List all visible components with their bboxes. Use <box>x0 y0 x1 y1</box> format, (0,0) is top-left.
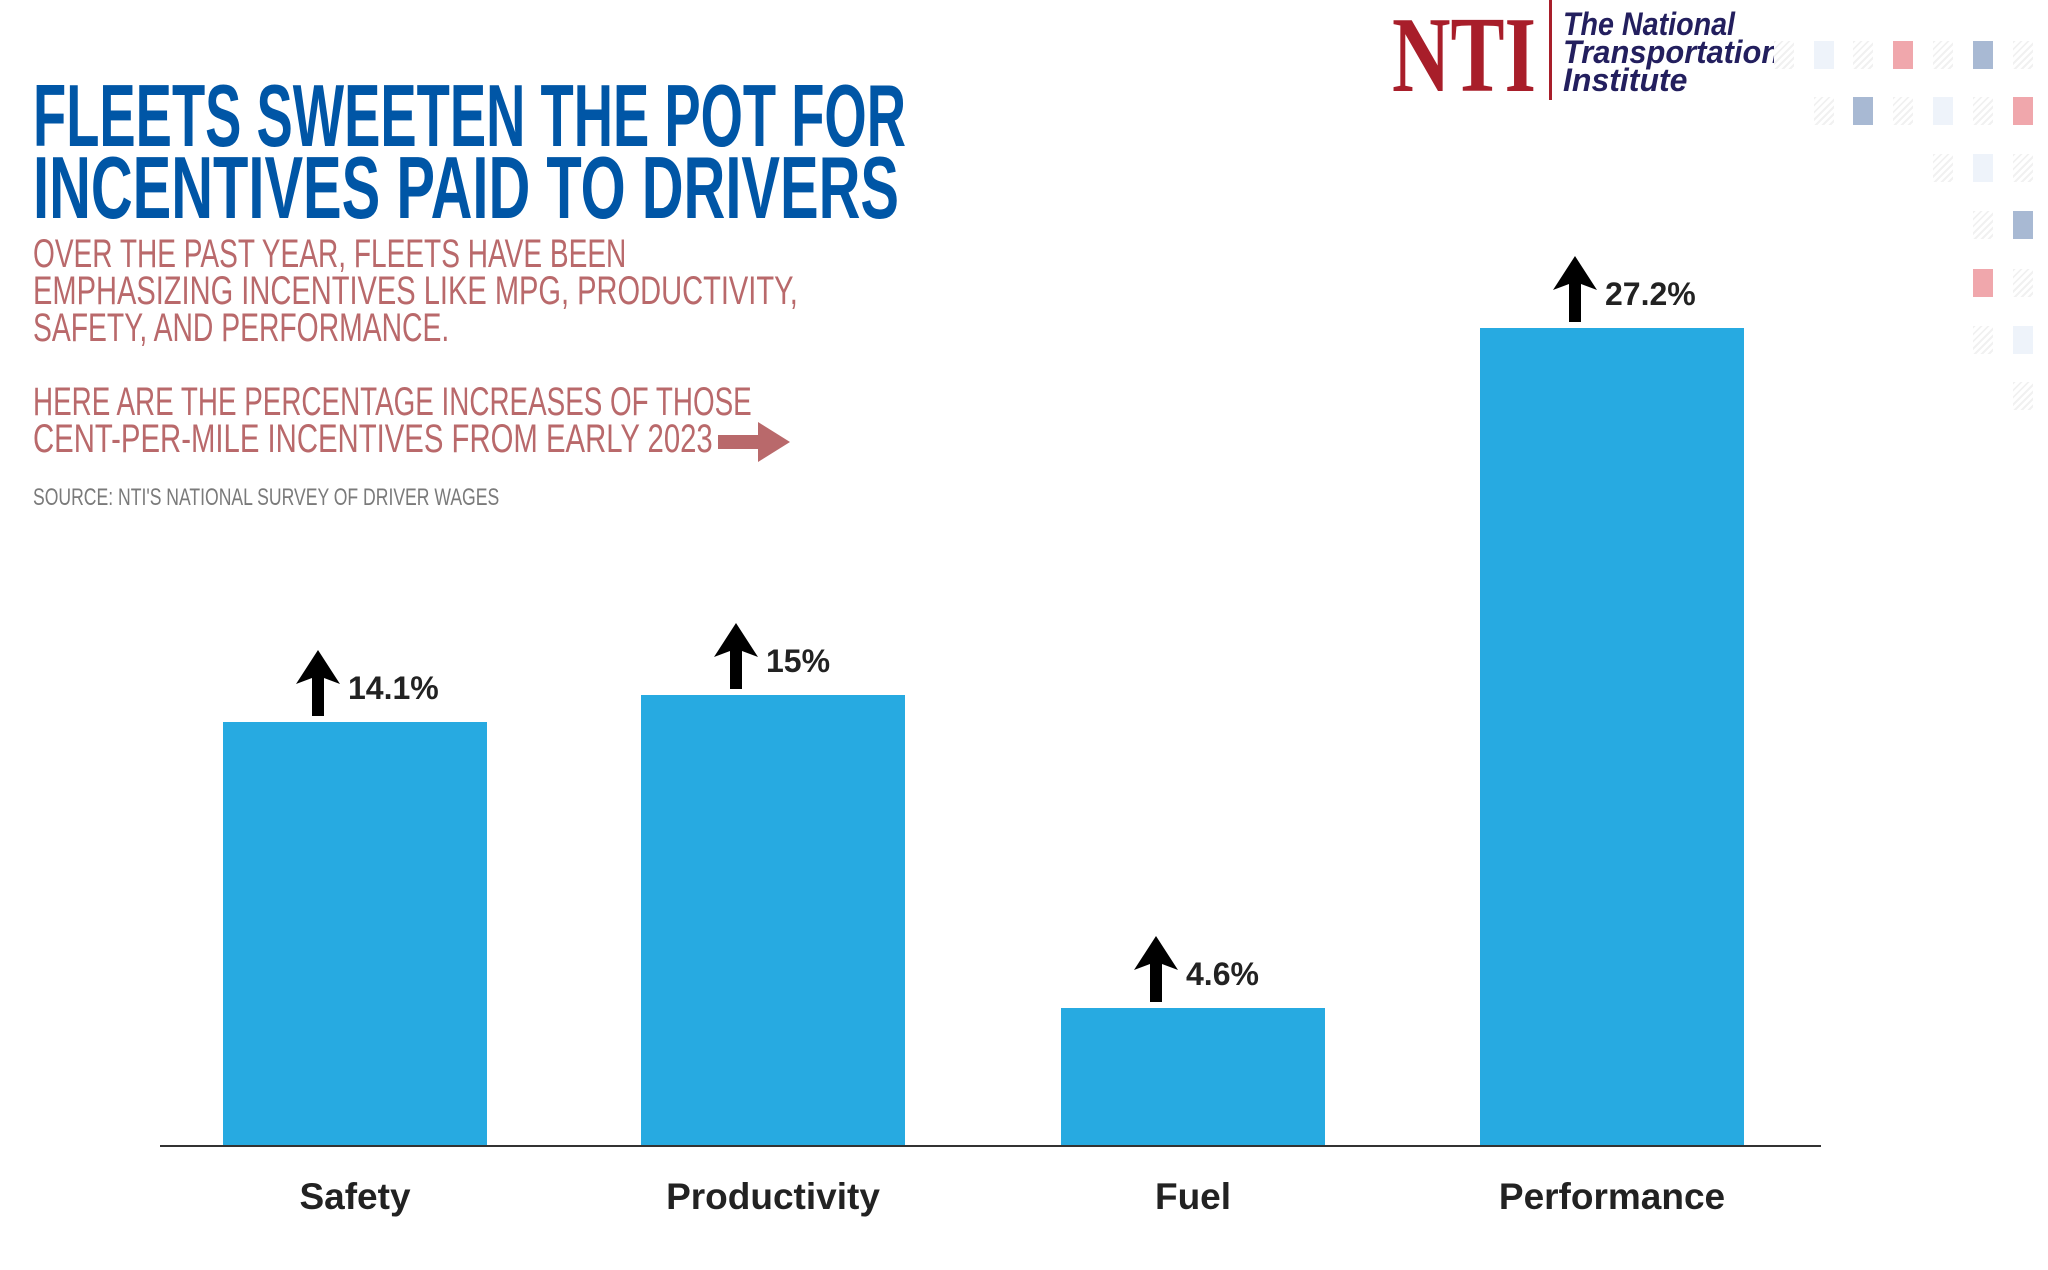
decorative-square <box>1893 97 1913 125</box>
intro-line-2: CENT-PER-MILE INCENTIVES FROM EARLY 2023 <box>33 417 713 461</box>
decorative-square <box>1893 41 1913 69</box>
right-arrow-icon <box>718 422 790 462</box>
category-label: Productivity <box>666 1176 880 1217</box>
decorative-square <box>1973 211 1993 239</box>
decorative-square <box>2013 154 2033 182</box>
source-note: SOURCE: NTI'S NATIONAL SURVEY OF DRIVER … <box>33 484 500 511</box>
logo-divider <box>1549 0 1552 100</box>
bar-productivity <box>641 694 905 1146</box>
decorative-square <box>2013 326 2033 354</box>
bar-performance <box>1480 328 1744 1146</box>
bar-fuel <box>1061 1007 1325 1146</box>
value-label: 14.1% <box>348 669 439 706</box>
up-arrow-icon <box>714 622 758 689</box>
value-label: 4.6% <box>1186 955 1259 992</box>
decorative-square <box>2013 382 2033 410</box>
bar-safety <box>223 721 487 1146</box>
title-line-1: FLEETS SWEETEN THE POT FOR <box>33 66 906 165</box>
category-label: Fuel <box>1154 1176 1232 1217</box>
decorative-square <box>1973 41 1993 69</box>
decorative-square <box>1933 154 1953 182</box>
decorative-square <box>1973 97 1993 125</box>
up-arrow-icon <box>1553 256 1597 322</box>
category-label: Performance <box>1498 1176 1726 1217</box>
x-axis-line <box>160 1145 1821 1147</box>
subtitle-line-1: OVER THE PAST YEAR, FLEETS HAVE BEEN <box>33 232 627 276</box>
title-line-2: INCENTIVES PAID TO DRIVERS <box>33 138 899 237</box>
decorative-square <box>1933 97 1953 125</box>
value-label: 15% <box>766 642 831 679</box>
decorative-square <box>1814 41 1834 69</box>
decorative-square <box>1973 269 1993 297</box>
logo-mark: NTI <box>1392 0 1537 115</box>
value-label: 27.2% <box>1605 276 1696 312</box>
intro-line-1: HERE ARE THE PERCENTAGE INCREASES OF THO… <box>33 380 752 424</box>
logo-text-line-3: Institute <box>1563 62 1688 98</box>
decorative-square <box>1814 97 1834 125</box>
decorative-square <box>1933 41 1953 69</box>
up-arrow-icon <box>296 649 340 716</box>
logo-text-line-1: The National <box>1563 6 1736 42</box>
decorative-square <box>2013 41 2033 69</box>
logo-text-line-2: Transportation <box>1563 34 1781 70</box>
decorative-square <box>1853 41 1873 69</box>
up-arrow-icon <box>1134 935 1178 1002</box>
subtitle-line-3: SAFETY, AND PERFORMANCE. <box>33 306 450 350</box>
decorative-square <box>2013 97 2033 125</box>
decorative-square <box>2013 211 2033 239</box>
decorative-square <box>1853 97 1873 125</box>
category-label: Safety <box>299 1176 411 1217</box>
decorative-square <box>1973 326 1993 354</box>
decorative-square <box>1774 41 1794 69</box>
decorative-square <box>1973 154 1993 182</box>
subtitle-line-2: EMPHASIZING INCENTIVES LIKE MPG, PRODUCT… <box>33 269 798 313</box>
decorative-square <box>2013 269 2033 297</box>
